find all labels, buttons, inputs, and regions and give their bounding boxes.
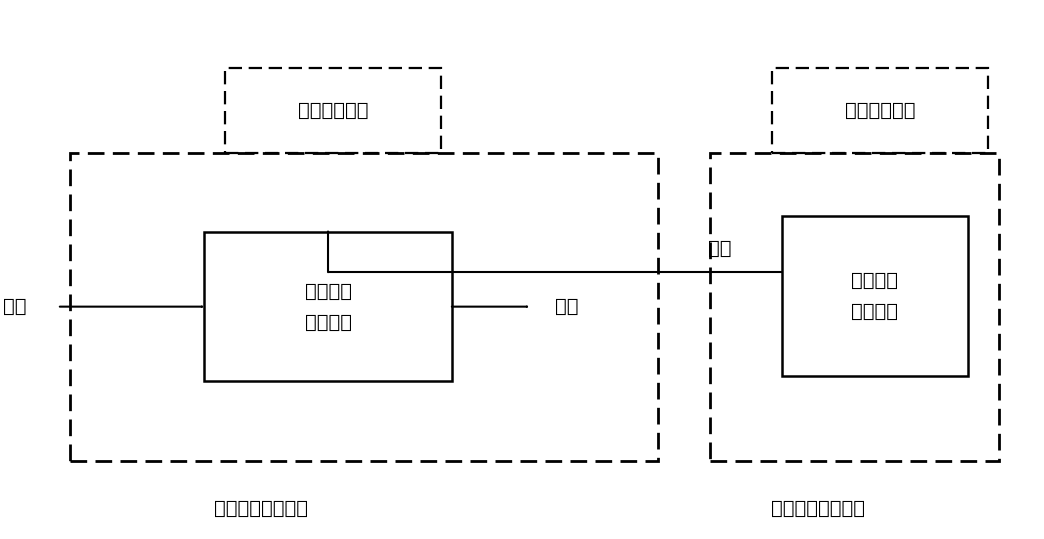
Bar [224, 68, 442, 153]
Text: 检测控制单元: 检测控制单元 [298, 101, 369, 120]
Text: 检测控制单元: 检测控制单元 [845, 101, 916, 120]
Bar [70, 153, 658, 460]
Text: 臭氧: 臭氧 [708, 239, 732, 258]
Bar [710, 153, 998, 460]
Text: 臭氧催化
氧化单元: 臭氧催化 氧化单元 [305, 282, 352, 331]
Bar [782, 217, 968, 376]
Text: 出水: 出水 [555, 297, 578, 316]
Bar [772, 68, 989, 153]
Text: 臭氧催化氧化单元: 臭氧催化氧化单元 [214, 499, 308, 518]
Text: 臭氧发生
装置单元: 臭氧发生 装置单元 [851, 271, 898, 321]
Text: 进水: 进水 [3, 297, 26, 316]
Bar [205, 232, 452, 381]
Text: 臭氧发生装置单元: 臭氧发生装置单元 [772, 499, 865, 518]
